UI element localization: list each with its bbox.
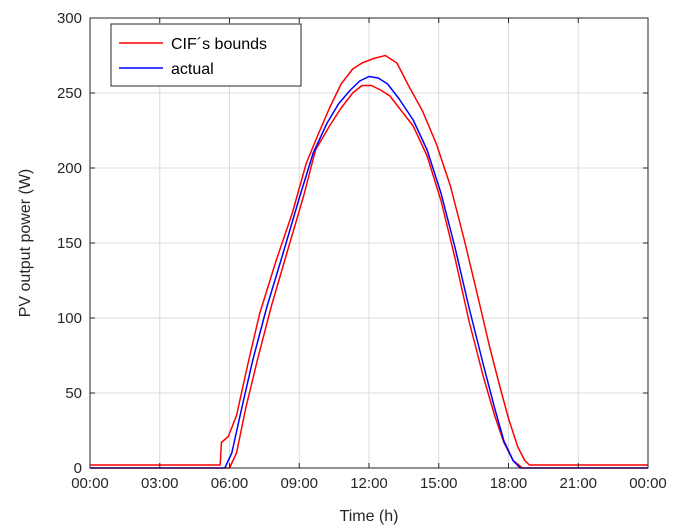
legend-label: CIF´s bounds <box>171 36 267 53</box>
y-tick-label: 150 <box>57 235 82 252</box>
y-tick-label: 0 <box>74 460 82 477</box>
ticks: 00:00 03:00 06:00 09:00 12:00 15:00 18:00 21:00… <box>57 10 667 492</box>
series-line-actual <box>90 75 648 469</box>
x-tick-label: 09:00 <box>280 475 318 492</box>
x-tick-label: 21:00 <box>559 475 597 492</box>
x-tick-label: 03:00 <box>141 475 179 492</box>
legend: CIF´s bounds actual <box>110 23 302 87</box>
y-tick-label: 300 <box>57 10 82 27</box>
y-tick-label: 250 <box>57 85 82 102</box>
legend-label: actual <box>171 61 214 78</box>
x-tick-label: 18:00 <box>490 475 528 492</box>
series-layer <box>90 54 648 469</box>
x-tick-label: 12:00 <box>350 475 388 492</box>
y-tick-label: 100 <box>57 310 82 327</box>
legend-box <box>110 23 302 87</box>
y-tick-label: 200 <box>57 160 82 177</box>
x-tick-label: 00:00 <box>629 475 667 492</box>
series-line-cif-upper-bound <box>90 54 648 466</box>
series-line-cif-lower-bound <box>90 84 648 469</box>
y-axis-label: PV output power (W) <box>17 169 34 318</box>
x-tick-label: 06:00 <box>211 475 249 492</box>
x-tick-label: 15:00 <box>420 475 458 492</box>
x-axis-label: Time (h) <box>340 508 399 525</box>
y-tick-label: 50 <box>65 385 82 402</box>
x-tick-label: 00:00 <box>71 475 109 492</box>
